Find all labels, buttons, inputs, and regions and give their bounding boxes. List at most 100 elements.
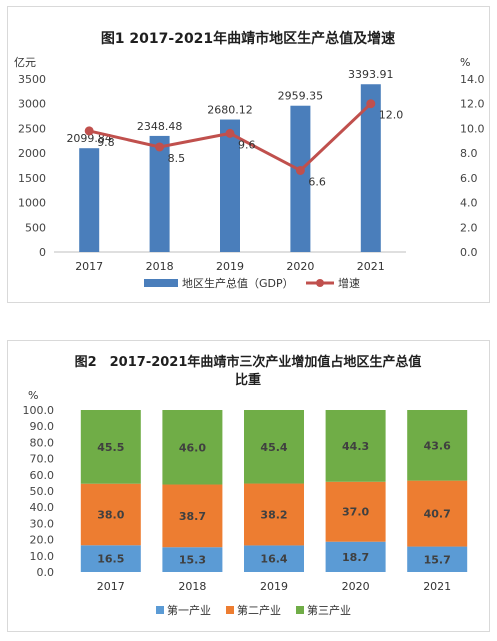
x-tick-label: 2018 (178, 580, 206, 593)
x-tick-label: 2019 (260, 580, 288, 593)
x-tick-label: 2017 (75, 260, 103, 273)
x-tick-label: 2018 (146, 260, 174, 273)
growth-label: 9.6 (238, 138, 256, 151)
gdp-bar (220, 119, 240, 252)
segment-label-1: 16.4 (260, 553, 287, 566)
y-tick-label: 70.0 (30, 453, 55, 466)
segment-label-1: 16.5 (97, 553, 124, 566)
segment-label-3: 43.6 (424, 439, 451, 452)
stack-segment-3 (244, 410, 304, 484)
left-axis-unit: 亿元 (14, 56, 36, 69)
stack-segment-3 (325, 410, 386, 482)
growth-point (155, 142, 165, 152)
legend-swatch-1 (156, 606, 164, 614)
stack-segment-1 (162, 547, 223, 572)
stack-segment-3 (80, 410, 141, 484)
stack-segment-3 (162, 410, 223, 485)
legend-growth-label: 增速 (338, 276, 360, 290)
legend-gdp-label: 地区生产总值（GDP） (182, 276, 294, 290)
y-tick-label: 20.0 (30, 534, 55, 547)
x-tick-label: 2020 (286, 260, 314, 273)
gdp-bar (360, 84, 381, 253)
right-tick-label: 6.0 (460, 172, 478, 185)
right-tick-label: 0.0 (460, 246, 478, 259)
right-tick-label: 10.0 (460, 122, 485, 135)
growth-point (225, 128, 235, 138)
stack-segment-2 (244, 483, 304, 546)
legend-label-2: 第二产业 (237, 603, 281, 617)
chart-title-line-2: 比重 (235, 372, 261, 388)
y-axis-unit: % (28, 389, 38, 402)
right-tick-label: 14.0 (460, 73, 485, 86)
y-tick-label: 100.0 (23, 404, 55, 417)
right-tick-label: 4.0 (460, 197, 478, 210)
left-tick-label: 0 (39, 246, 46, 259)
x-tick-label: 2021 (357, 260, 385, 273)
growth-point (295, 165, 305, 175)
segment-label-2: 40.7 (424, 508, 451, 521)
stack-segment-2 (162, 484, 223, 548)
legend-label-3: 第三产业 (307, 603, 351, 617)
x-tick-label: 2019 (216, 260, 244, 273)
legend-label-1: 第一产业 (167, 603, 211, 617)
segment-label-1: 15.7 (424, 553, 451, 566)
chart-title: 图1 2017-2021年曲靖市地区生产总值及增速 (101, 30, 395, 47)
segment-label-1: 15.3 (179, 554, 206, 567)
gdp-bar-label: 2348.48 (137, 120, 183, 133)
growth-label: 6.6 (308, 175, 326, 188)
gdp-bar-label: 3393.91 (348, 68, 394, 81)
gdp-bar-label: 2099.84 (66, 132, 112, 145)
gdp-bar-label: 2680.12 (207, 104, 253, 117)
segment-label-3: 45.4 (260, 441, 287, 454)
stack-segment-2 (325, 481, 386, 542)
stack-segment-1 (244, 545, 304, 572)
y-tick-label: 50.0 (30, 485, 55, 498)
segment-label-3: 44.3 (342, 440, 369, 453)
legend-swatch-2 (226, 606, 234, 614)
chart-title-line-1: 图2 2017-2021年曲靖市三次产业增加值占地区生产总值 (75, 354, 422, 370)
y-tick-label: 10.0 (30, 550, 55, 563)
y-tick-label: 90.0 (30, 420, 55, 433)
stack-segment-2 (407, 480, 468, 547)
left-tick-label: 500 (25, 221, 46, 234)
left-tick-label: 1000 (18, 197, 46, 210)
gdp-chart-panel: 图1 2017-2021年曲靖市地区生产总值及增速亿元% 0 500 1000 1500… (7, 6, 490, 303)
growth-point (366, 99, 376, 109)
right-tick-label: 2.0 (460, 221, 478, 234)
growth-label: 12.0 (379, 109, 404, 122)
left-tick-label: 1500 (18, 172, 46, 185)
gdp-bar (290, 105, 311, 252)
segment-label-2: 37.0 (342, 506, 369, 519)
y-tick-label: 0.0 (37, 566, 55, 579)
segment-label-3: 46.0 (179, 441, 206, 454)
stack-segment-1 (80, 545, 141, 572)
x-tick-label: 2020 (342, 580, 370, 593)
segment-label-2: 38.2 (260, 508, 287, 521)
gdp-bar-label: 2959.35 (278, 90, 324, 103)
gdp-bar (149, 135, 170, 252)
y-tick-label: 60.0 (30, 469, 55, 482)
growth-point (84, 126, 94, 136)
segment-label-2: 38.7 (179, 510, 206, 523)
right-tick-label: 12.0 (460, 98, 485, 111)
gdp-bar (79, 148, 100, 252)
legend-growth-marker (316, 279, 324, 287)
left-tick-label: 3000 (18, 98, 46, 111)
left-tick-label: 2500 (18, 122, 46, 135)
industry-share-chart-panel: 图2 2017-2021年曲靖市三次产业增加值占地区生产总值 比重% 0.0 10.0… (7, 340, 490, 632)
segment-label-3: 45.5 (97, 441, 124, 454)
x-tick-label: 2021 (423, 580, 451, 593)
x-tick-label: 2017 (97, 580, 125, 593)
left-tick-label: 2000 (18, 147, 46, 160)
growth-label: 9.8 (97, 136, 115, 149)
right-axis-unit: % (460, 56, 470, 69)
stack-segment-1 (407, 546, 468, 572)
y-tick-label: 80.0 (30, 436, 55, 449)
stack-segment-3 (407, 410, 468, 481)
stack-segment-2 (80, 483, 141, 546)
segment-label-2: 38.0 (97, 508, 124, 521)
legend-swatch-3 (296, 606, 304, 614)
y-tick-label: 40.0 (30, 501, 55, 514)
